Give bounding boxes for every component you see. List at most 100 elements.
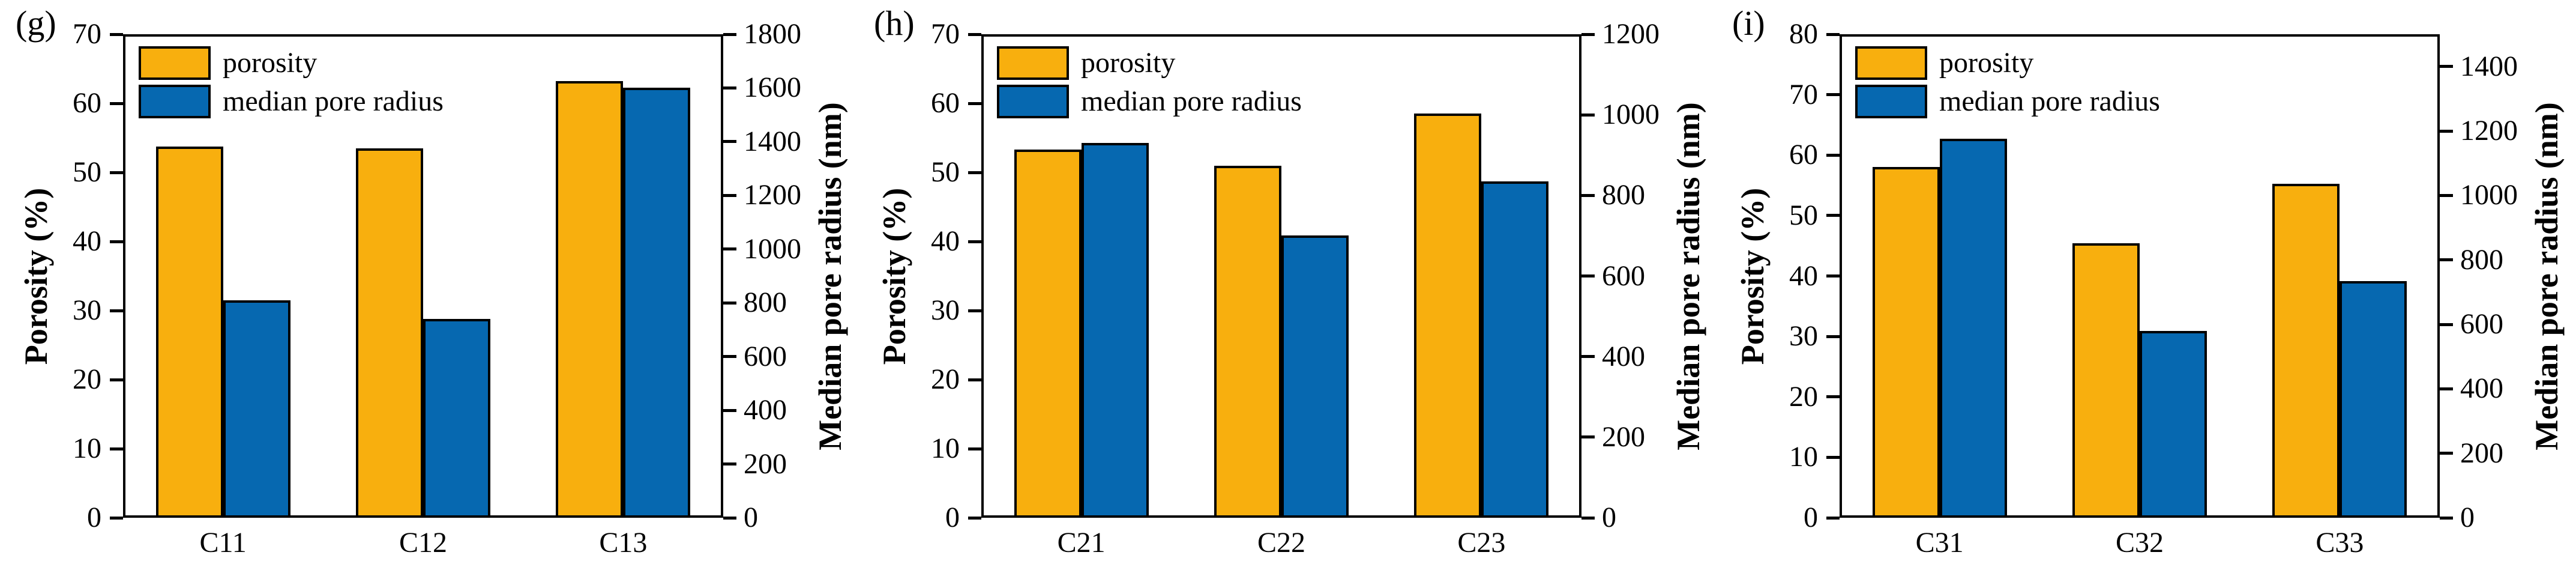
left-axis-tick	[968, 102, 981, 105]
bar-porosity-C12	[356, 148, 423, 518]
left-axis-tick-label: 50	[931, 156, 960, 188]
right-axis-tick	[1581, 516, 1595, 520]
left-axis-tick-label: 0	[1804, 502, 1818, 533]
right-axis-tick-label: 0	[1602, 502, 1616, 533]
legend-item-median: median pore radius	[1855, 85, 2160, 118]
left-axis-tick	[968, 516, 981, 520]
right-axis-tick-label: 600	[1602, 259, 1645, 292]
left-axis-tick-label: 30	[931, 294, 960, 326]
legend-swatch-median	[139, 85, 211, 118]
category-label-C21: C21	[1057, 527, 1106, 559]
legend-label-median: median pore radius	[1939, 85, 2160, 117]
right-axis-tick	[723, 86, 736, 89]
right-axis-tick	[1581, 113, 1595, 117]
left-axis-tick	[1826, 395, 1840, 399]
bar-median-C21	[1081, 143, 1149, 518]
bar-porosity-C31	[1872, 167, 1940, 518]
legend: porosity median pore radius	[997, 46, 1302, 123]
right-axis-tick	[723, 355, 736, 359]
legend-label-porosity: porosity	[1939, 47, 2034, 79]
right-axis-tick	[2440, 387, 2453, 390]
right-axis-tick-label: 1200	[744, 179, 801, 211]
chart-panel-i: (i) Porosity (%) Median pore radius (nm)…	[1717, 0, 2576, 564]
left-axis-tick	[968, 447, 981, 450]
right-axis-tick-label: 1800	[744, 18, 801, 50]
left-axis-tick-label: 30	[1789, 320, 1818, 353]
bar-porosity-C13	[556, 81, 624, 518]
right-axis-tick-label: 200	[744, 447, 787, 480]
right-axis-tick-label: 400	[1602, 340, 1645, 372]
legend-item-median: median pore radius	[997, 85, 1302, 118]
right-axis-tick-label: 800	[1602, 179, 1645, 211]
right-axis-tick-label: 400	[744, 394, 787, 426]
right-axis-tick	[2440, 258, 2453, 262]
left-axis-tick	[110, 240, 123, 243]
right-axis-tick	[1581, 32, 1595, 36]
left-axis-tick	[968, 171, 981, 174]
right-axis-tick	[2440, 516, 2453, 520]
bar-median-C22	[1281, 235, 1349, 518]
right-axis-tick-label: 1600	[744, 71, 801, 104]
left-axis-tick	[1826, 153, 1840, 157]
bar-median-C11	[223, 300, 290, 518]
panel-label: (h)	[874, 4, 915, 43]
left-axis-tick-label: 20	[73, 363, 101, 395]
right-axis-tick-label: 0	[2460, 502, 2475, 533]
left-axis-tick	[1826, 32, 1840, 36]
right-axis-tick-label: 800	[2460, 243, 2503, 276]
right-axis-tick-label: 1200	[2460, 115, 2518, 147]
left-axis-tick	[110, 309, 123, 312]
right-axis-tick-label: 1000	[1602, 99, 1660, 131]
legend-item-porosity: porosity	[997, 46, 1302, 80]
right-axis-title: Median pore radius (nm)	[812, 102, 848, 450]
right-axis-tick-label: 600	[2460, 308, 2503, 340]
left-axis-tick	[1826, 455, 1840, 459]
category-label-C32: C32	[2115, 527, 2164, 559]
legend-label-median: median pore radius	[1081, 85, 1302, 117]
left-axis-tick-label: 40	[73, 225, 101, 257]
left-axis-tick	[968, 378, 981, 381]
left-axis-tick	[110, 378, 123, 381]
left-axis-tick-label: 70	[1789, 78, 1818, 111]
bar-porosity-C22	[1214, 165, 1281, 518]
category-label-C33: C33	[2316, 527, 2364, 559]
legend-label-porosity: porosity	[1081, 47, 1176, 79]
legend-swatch-porosity	[1855, 46, 1927, 80]
panel-label: (g)	[16, 4, 56, 43]
category-label-C11: C11	[199, 527, 247, 559]
left-axis-tick-label: 20	[931, 363, 960, 395]
left-axis-tick	[110, 447, 123, 450]
right-axis-tick	[2440, 452, 2453, 455]
right-axis-tick-label: 1000	[744, 232, 801, 265]
bar-porosity-C32	[2072, 243, 2140, 518]
right-axis-tick-label: 800	[744, 287, 787, 319]
left-axis-tick-label: 0	[945, 502, 960, 533]
left-axis-tick-label: 80	[1789, 18, 1818, 50]
right-axis-tick	[1581, 355, 1595, 359]
right-axis-tick	[2440, 323, 2453, 326]
bar-median-C13	[623, 88, 691, 518]
legend-label-porosity: porosity	[223, 47, 317, 79]
left-axis-tick	[110, 102, 123, 105]
right-axis-tick-label: 200	[2460, 437, 2503, 469]
right-axis-tick	[1581, 435, 1595, 439]
left-axis-tick-label: 60	[73, 87, 101, 119]
legend-label-median: median pore radius	[223, 85, 444, 117]
bar-porosity-C33	[2272, 183, 2340, 518]
right-axis-tick	[2440, 129, 2453, 133]
left-axis-tick	[1826, 516, 1840, 520]
left-axis-tick-label: 40	[931, 225, 960, 257]
left-axis-tick-label: 10	[1789, 441, 1818, 473]
bar-porosity-C21	[1014, 150, 1082, 518]
right-axis-tick	[723, 140, 736, 144]
right-axis-tick	[723, 516, 736, 520]
right-axis-tick	[723, 408, 736, 412]
right-axis-tick	[723, 193, 736, 197]
right-axis-tick-label: 1200	[1602, 18, 1660, 50]
left-axis-tick	[1826, 93, 1840, 97]
category-label-C23: C23	[1457, 527, 1506, 559]
right-axis-tick	[723, 247, 736, 251]
left-axis-tick	[110, 516, 123, 520]
left-axis-tick-label: 60	[931, 87, 960, 119]
